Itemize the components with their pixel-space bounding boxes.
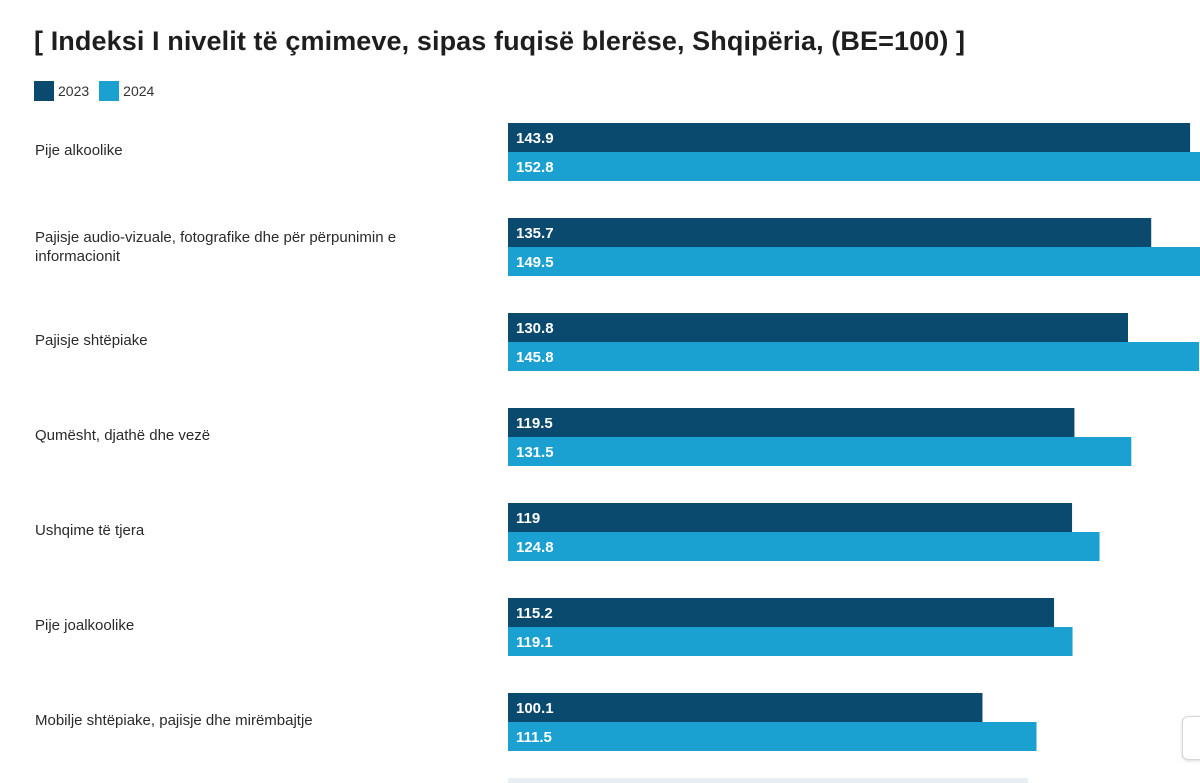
bar-2024 [508,342,1200,371]
bar-2024 [508,437,1132,466]
bar-value-label: 124.8 [516,539,554,556]
bar-value-label: 152.8 [516,159,554,176]
category-label-line: Pije joalkoolike [35,617,134,634]
bar-2023 [508,123,1191,152]
bar-2024 [508,532,1100,561]
bar-2023 [508,598,1055,627]
category-label-line: Pajisje shtëpiake [35,332,148,349]
bar-value-label: 119.1 [516,634,553,651]
bar-value-label: 119.5 [516,415,553,432]
bar-2023 [508,408,1075,437]
bar-value-label: 135.7 [516,225,554,242]
next-row-hint [508,778,1028,783]
bar-value-label: 130.8 [516,320,554,337]
bar-2023 [508,503,1073,532]
category-label: Pije alkoolike [35,142,123,159]
category-label: Ushqime të tjera [35,522,145,539]
bar-2024 [508,722,1037,751]
bar-value-label: 115.2 [516,605,553,622]
bar-2023 [508,218,1152,247]
bar-2024 [508,627,1073,656]
chart-title: [ Indeksi I nivelit të çmimeve, sipas fu… [34,26,966,56]
category-label: Pajisje shtëpiake [35,332,148,349]
legend-swatch-2023 [34,81,54,101]
bar-value-label: 143.9 [516,130,554,147]
bar-value-label: 100.1 [516,700,554,717]
legend-label-2024: 2024 [123,83,155,99]
category-label-line: Mobilje shtëpiake, pajisje dhe mirëmbajt… [35,712,313,729]
legend-item-2023: 2023 [34,81,89,101]
category-label-line: informacionit [35,248,121,265]
category-label-line: Qumësht, djathë dhe vezë [35,427,210,444]
category-label: Pije joalkoolike [35,617,134,634]
scroll-widget[interactable] [1182,716,1200,760]
bar-2023 [508,693,983,722]
category-label: Qumësht, djathë dhe vezë [35,427,210,444]
bar-value-label: 111.5 [516,729,552,746]
bar-value-label: 131.5 [516,444,554,461]
category-label: Pajisje audio-vizuale, fotografike dhe p… [35,229,396,265]
category-label-line: Pajisje audio-vizuale, fotografike dhe p… [35,229,396,246]
bar-2024 [508,152,1200,181]
legend-swatch-2024 [99,81,120,101]
bar-value-label: 119 [516,510,540,527]
legend-label-2023: 2023 [58,83,90,99]
bar-2023 [508,313,1128,342]
category-label-line: Pije alkoolike [35,142,123,159]
legend: 2023 2024 [34,81,164,101]
bar-value-label: 149.5 [516,254,554,271]
category-label: Mobilje shtëpiake, pajisje dhe mirëmbajt… [35,712,313,729]
bar-value-label: 145.8 [516,349,554,366]
legend-item-2024: 2024 [99,81,154,101]
bar-2024 [508,247,1200,276]
category-label-line: Ushqime të tjera [35,522,145,539]
